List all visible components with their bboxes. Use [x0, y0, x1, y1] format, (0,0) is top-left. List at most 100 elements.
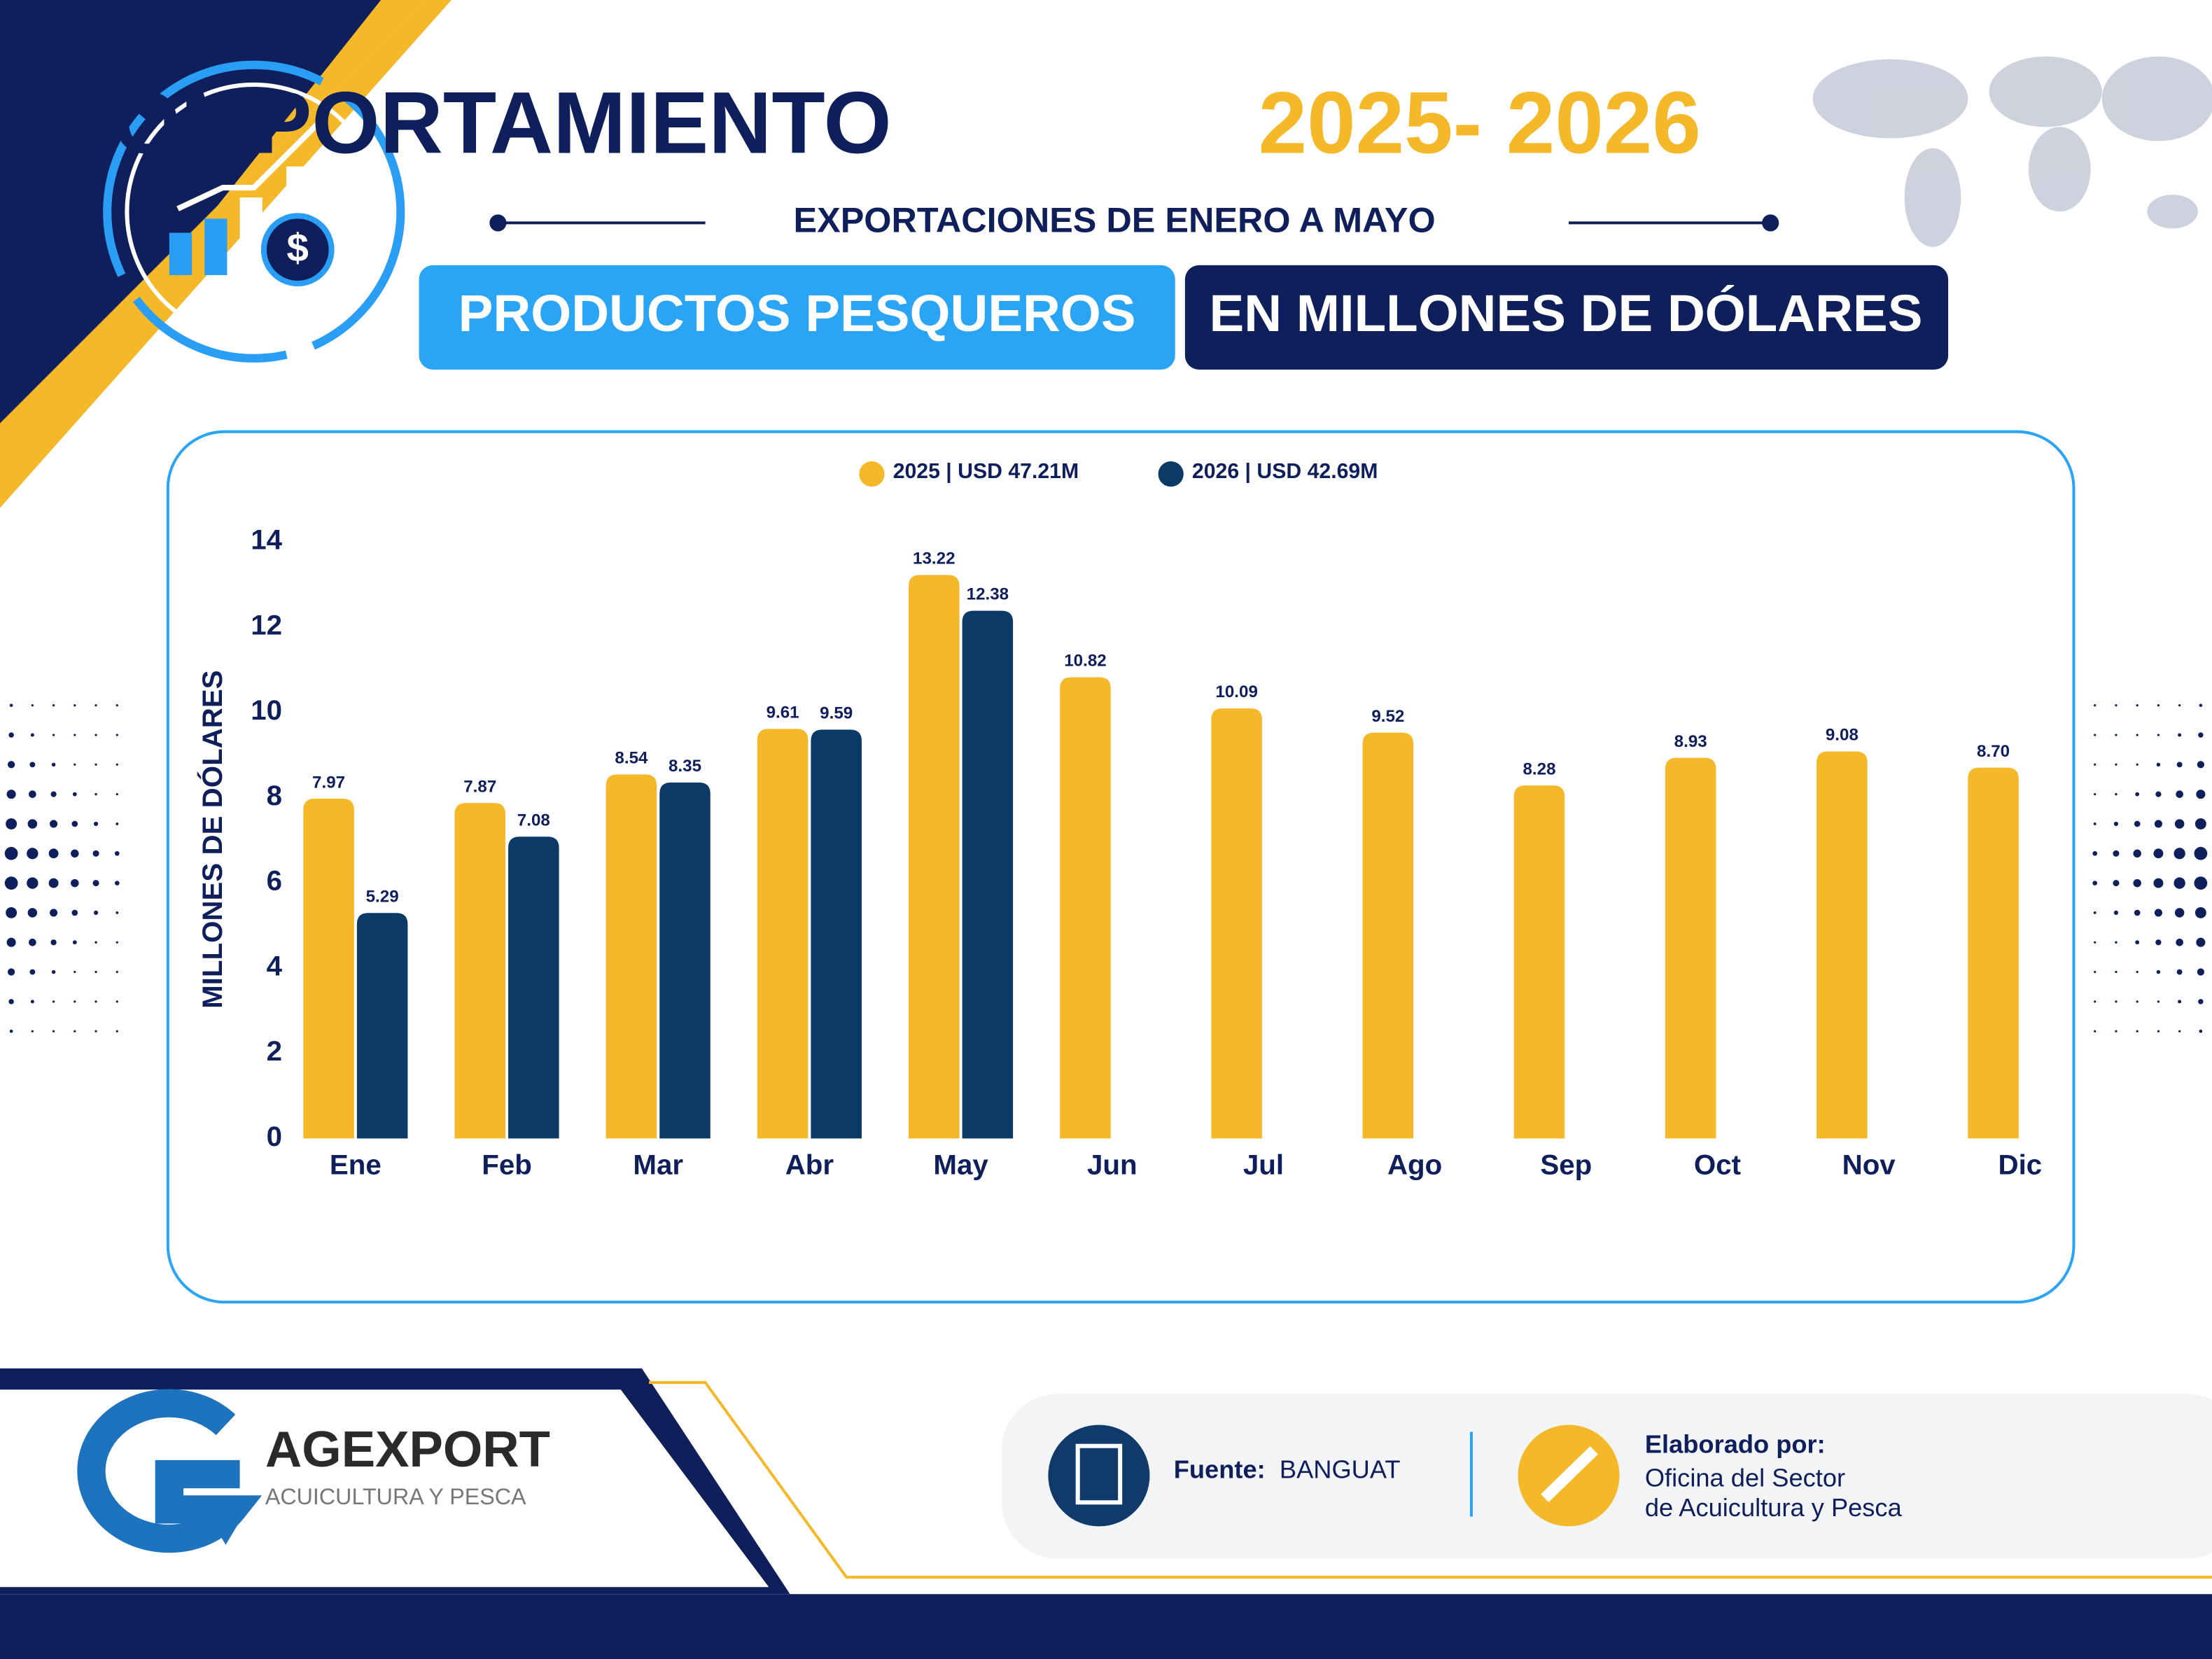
value-label: 7.87	[463, 777, 496, 796]
y-axis-label: MILLONES DE DÓLARES	[196, 670, 228, 1009]
halftone-dot	[2136, 1000, 2138, 1003]
badge	[1184, 265, 1949, 370]
value-label: 5.29	[366, 887, 399, 906]
halftone-dot	[94, 792, 97, 796]
bar	[1513, 785, 1565, 1139]
value-label: 12.38	[967, 585, 1009, 604]
bar	[606, 774, 657, 1139]
y-tick-label: 10	[251, 694, 282, 726]
halftone-dot	[2094, 941, 2096, 944]
halftone-dot	[27, 908, 38, 918]
halftone-dot	[6, 906, 18, 918]
halftone-dot	[29, 790, 36, 798]
agexport-logo	[77, 1389, 262, 1553]
badge-text: PRODUCTOS PESQUEROS	[458, 284, 1136, 342]
bar	[454, 803, 506, 1139]
halftone-dot	[74, 704, 76, 707]
halftone-dot	[115, 704, 118, 707]
source-label: Fuente:	[1174, 1455, 1266, 1484]
x-tick-label: Oct	[1694, 1149, 1741, 1180]
halftone-dot	[2153, 878, 2164, 888]
halftone-dot	[2094, 970, 2096, 974]
y-tick-label: 14	[251, 524, 282, 556]
halftone-dot	[2094, 734, 2096, 736]
bar	[303, 799, 354, 1139]
bar	[1816, 751, 1868, 1139]
halftone-dot	[4, 876, 18, 890]
x-tick-label: Jul	[1243, 1149, 1284, 1180]
halftone-dot	[2157, 1000, 2160, 1003]
halftone-dot	[115, 941, 118, 944]
halftone-dot	[2176, 762, 2183, 768]
halftone-dot	[2133, 849, 2141, 858]
y-tick-label: 2	[267, 1035, 282, 1067]
value-label: 13.22	[913, 550, 955, 568]
halftone-dot	[29, 938, 36, 946]
halftone-dot	[50, 791, 57, 797]
legend-label: 2025 | USD 47.21M	[893, 460, 1079, 483]
halftone-dot	[115, 1030, 118, 1032]
halftone-dot	[2134, 909, 2141, 916]
halftone-dot	[74, 1000, 76, 1003]
halftone-dot	[2113, 821, 2119, 827]
halftone-dot	[115, 970, 118, 974]
halftone-dot	[6, 937, 16, 947]
halftone-dot	[2155, 791, 2162, 797]
halftone-dot	[2115, 734, 2118, 736]
halftone-dot	[115, 822, 119, 825]
title-years: 2025- 2026	[1259, 74, 1701, 172]
halftone-dot	[2178, 704, 2181, 707]
value-label: 8.54	[615, 749, 648, 768]
halftone-dot	[2135, 792, 2140, 797]
halftone-dot	[2136, 763, 2138, 766]
value-label: 8.70	[1977, 742, 2010, 761]
halftone-dot	[2115, 792, 2118, 796]
halftone-dot	[7, 761, 15, 769]
halftone-dot	[2174, 848, 2185, 860]
halftone-dot	[115, 763, 118, 766]
bar	[1665, 757, 1716, 1139]
x-tick-label: Jun	[1087, 1149, 1138, 1180]
divider-dot	[489, 214, 507, 232]
halftone-dot	[2136, 704, 2138, 707]
halftone-dot	[7, 968, 15, 976]
value-label: 7.97	[312, 773, 345, 792]
value-label: 7.08	[517, 811, 550, 830]
footer-band	[0, 1594, 2212, 1659]
halftone-dot	[8, 732, 14, 738]
x-tick-label: Sep	[1540, 1149, 1592, 1180]
halftone-dot	[6, 790, 16, 799]
legend-swatch	[859, 461, 885, 487]
halftone-dot	[51, 969, 56, 974]
halftone-dot	[52, 1030, 55, 1032]
halftone-dot	[2174, 908, 2185, 918]
halftone-dot	[72, 792, 77, 797]
halftone-dot	[48, 848, 59, 859]
halftone-dot	[2196, 937, 2206, 947]
value-label: 8.28	[1522, 760, 1555, 778]
halftone-dot	[74, 1030, 76, 1032]
halftone-dot	[52, 734, 55, 736]
halftone-dot	[2153, 848, 2164, 859]
halftone-dot	[2115, 941, 2118, 944]
halftone-dot	[8, 999, 14, 1004]
halftone-dot	[2115, 763, 2118, 766]
halftone-dot	[71, 878, 79, 888]
halftone-dot	[74, 734, 76, 736]
brand: AGEXPORT	[265, 1421, 550, 1478]
footer-line	[649, 1380, 2212, 1579]
y-tick-label: 4	[267, 950, 283, 981]
svg-text:$: $	[287, 226, 309, 270]
halftone-dot	[2133, 878, 2141, 888]
bar	[1060, 677, 1111, 1139]
halftone-dot	[2156, 969, 2161, 974]
halftone-dot	[2198, 999, 2204, 1004]
halftone-dot	[2178, 733, 2182, 737]
bar	[1211, 708, 1262, 1139]
halftone-dot	[2113, 880, 2120, 887]
halftone-dot	[94, 763, 97, 766]
halftone-dot	[2115, 704, 2118, 707]
halftone-dot	[2115, 1030, 2118, 1032]
author-line: Oficina del Sector	[1645, 1464, 1845, 1492]
bar	[1968, 767, 2019, 1139]
